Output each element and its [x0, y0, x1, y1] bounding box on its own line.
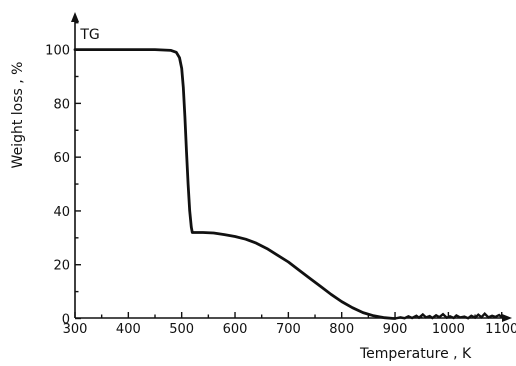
x-tick-label: 800 [329, 322, 354, 337]
y-tick-label: 40 [53, 205, 70, 220]
x-tick-label: 1000 [432, 322, 465, 337]
x-tick-label: 300 [63, 322, 88, 337]
axes [71, 12, 512, 322]
x-tick-label: 600 [223, 322, 248, 337]
y-tick-label: 0 [62, 313, 70, 328]
baseline-noise [394, 311, 503, 320]
tg-curve [73, 48, 397, 320]
tick-labels: 300 400 500 600 700 800 900 1000 1100 0 20 40 60 80 10… [45, 44, 516, 337]
y-tick-label: 20 [53, 259, 70, 274]
y-tick-label: 80 [53, 97, 70, 112]
ticks [74, 22, 503, 320]
y-axis-title: Weight loss , % [10, 62, 26, 169]
x-axis-title: Temperature , K [359, 346, 472, 362]
annotations: TG [79, 27, 99, 43]
y-axis-arrow [71, 12, 79, 22]
y-tick-label: 60 [53, 151, 70, 166]
x-tick-label: 400 [116, 322, 141, 337]
x-tick-label: 700 [276, 322, 301, 337]
x-axis-arrow [502, 314, 512, 322]
x-tick-label: 500 [169, 322, 194, 337]
y-tick-label: 100 [45, 44, 70, 59]
x-tick-label: 900 [383, 322, 408, 337]
tg-label: TG [79, 27, 99, 43]
series [73, 48, 503, 320]
x-tick-label: 1100 [485, 322, 516, 337]
